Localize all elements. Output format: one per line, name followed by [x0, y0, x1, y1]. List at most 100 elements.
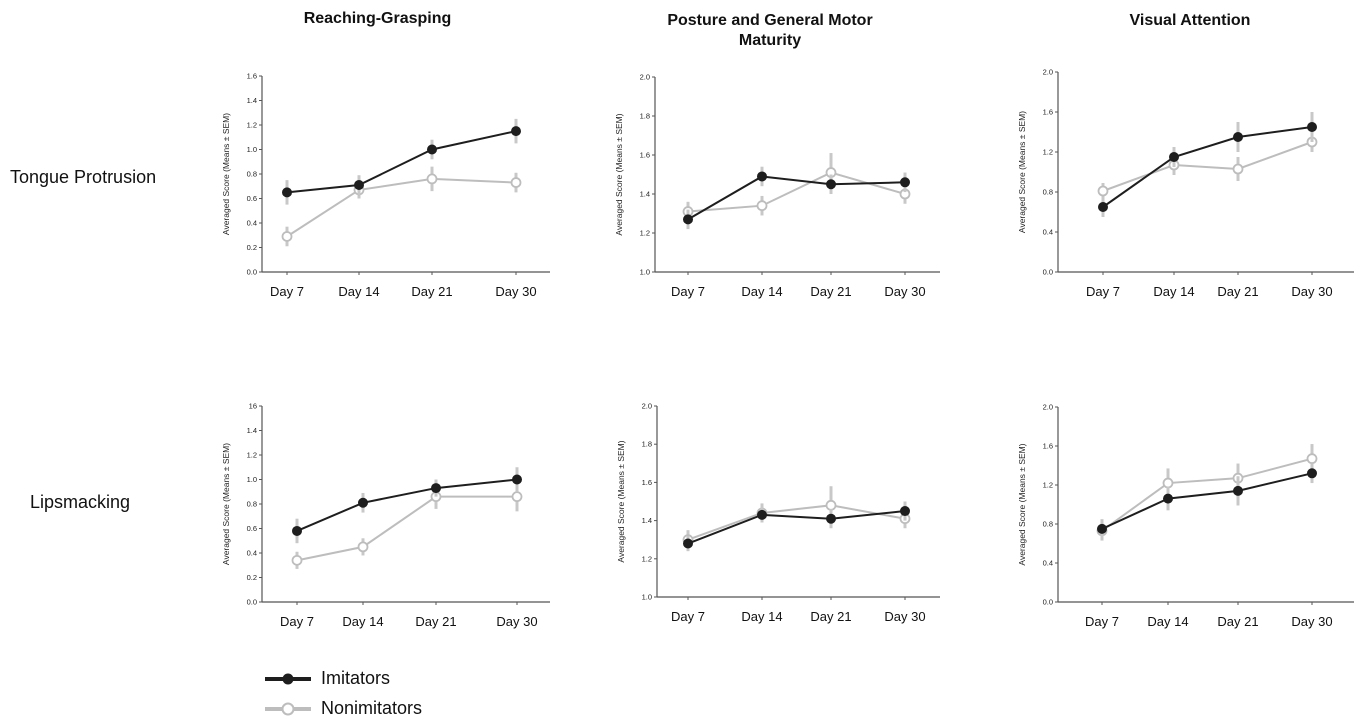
data-point-imitators: [826, 179, 836, 190]
chart-tongue-reaching: Averaged Score (Means ± SEM) 0.0 0.2 0.4 0.6…: [221, 72, 550, 299]
y-tick-label: 1.6: [1043, 108, 1053, 117]
x-tick-label: Day 21: [810, 284, 851, 299]
data-point-imitators: [900, 506, 910, 517]
legend-label-nonimitators: Nonimitators: [321, 698, 423, 718]
y-tick-label: 2.0: [1043, 68, 1053, 77]
y-axis-label: Averaged Score (Means ± SEM): [1017, 443, 1027, 565]
y-tick-label: 1.6: [1043, 442, 1053, 451]
series-line-imitators: [296, 478, 518, 532]
y-tick-label: 0.4: [1043, 228, 1053, 237]
data-point-imitators: [292, 525, 302, 536]
data-point-nonimitators: [1306, 453, 1318, 465]
series-line-imitators: [687, 175, 906, 221]
y-tick-label: 1.2: [642, 554, 652, 563]
y-tick-label: 1.8: [642, 440, 652, 449]
y-tick-label: 1.8: [640, 112, 650, 121]
y-tick-label: 0.2: [247, 573, 257, 582]
y-axis-label: Averaged Score (Means ± SEM): [1017, 111, 1027, 233]
x-tick-label: Day 30: [1291, 614, 1332, 629]
y-tick-label: 1.4: [642, 516, 652, 525]
data-point-imitators: [1163, 493, 1173, 504]
y-tick-label: 1.4: [640, 190, 650, 199]
column-title-reaching-grasping: Reaching-Grasping: [303, 10, 452, 27]
data-point-imitators: [826, 513, 836, 524]
y-axis-label: Averaged Score (Means ± SEM): [616, 440, 626, 562]
data-point-imitators: [1098, 202, 1108, 212]
y-tick-label: 1.6: [640, 151, 650, 160]
y-tick-label: 2.0: [640, 73, 650, 82]
x-tick-label: Day 30: [884, 284, 925, 299]
data-point-imitators: [431, 483, 441, 494]
x-tick-label: Day 21: [415, 614, 456, 629]
y-tick-label: 1.2: [1043, 148, 1053, 157]
data-point-nonimitators: [426, 173, 438, 185]
x-tick-label: Day 14: [741, 609, 782, 624]
x-tick-label: Day 21: [810, 609, 851, 624]
y-tick-label: 0.4: [247, 219, 257, 228]
data-point-nonimitators: [825, 499, 837, 511]
y-tick-label: 1.6: [642, 478, 652, 487]
x-tick-label: Day 21: [1217, 614, 1258, 629]
y-tick-label: 1.0: [642, 593, 652, 602]
x-tick-label: Day 7: [1085, 614, 1119, 629]
y-tick-label: 1.2: [640, 229, 650, 238]
data-point-nonimitators: [357, 541, 369, 553]
series-line-imitators: [1101, 472, 1313, 530]
data-point-imitators: [757, 509, 767, 520]
data-point-nonimitators: [1162, 477, 1174, 489]
legend-label-imitators: Imitators: [321, 668, 391, 688]
data-point-imitators: [1233, 132, 1243, 142]
x-tick-label: Day 30: [1291, 284, 1332, 299]
row-label-tongue-protrusion: Tongue Protrusion: [10, 167, 157, 187]
data-point-nonimitators: [511, 491, 523, 503]
y-tick-label: 2.0: [642, 402, 652, 411]
chart-tongue-posture: Averaged Score (Means ± SEM) 1.0 1.2 1.4 1.6…: [614, 73, 940, 299]
chart-lips-visual: Averaged Score (Means ± SEM) 0.0 0.4 0.8 1.2…: [1017, 403, 1354, 629]
data-point-nonimitators: [1097, 185, 1109, 197]
data-point-imitators: [1169, 152, 1179, 162]
data-point-imitators: [757, 171, 767, 182]
x-tick-label: Day 14: [1153, 284, 1194, 299]
data-point-imitators: [512, 474, 522, 485]
data-point-imitators: [900, 177, 910, 188]
x-tick-label: Day 21: [1217, 284, 1258, 299]
x-tick-label: Day 14: [338, 284, 379, 299]
series-line-imitators: [687, 510, 906, 545]
y-tick-label: 1.0: [247, 145, 257, 154]
y-tick-label: 0.2: [247, 243, 257, 252]
y-tick-label: 0.0: [247, 598, 257, 607]
x-tick-label: Day 30: [495, 284, 536, 299]
data-point-imitators: [427, 144, 437, 155]
y-tick-label: 0.8: [1043, 520, 1053, 529]
chart-lips-posture: Averaged Score (Means ± SEM) 1.0 1.2 1.4 1.6…: [616, 402, 940, 624]
x-tick-label: Day 14: [1147, 614, 1188, 629]
legend-item-nonimitators: Nonimitators: [263, 698, 422, 719]
x-tick-label: Day 7: [671, 284, 705, 299]
data-point-imitators: [511, 126, 521, 137]
nonimitators-marker-icon: [265, 702, 311, 715]
y-tick-label: 0.0: [1043, 598, 1053, 607]
y-tick-label: 0.4: [1043, 559, 1053, 568]
data-point-imitators: [1307, 122, 1317, 132]
y-tick-label: 0.6: [247, 524, 257, 533]
series-line-imitators: [1102, 126, 1313, 208]
series-line-nonimitators: [687, 504, 906, 541]
x-tick-label: Day 21: [411, 284, 452, 299]
y-tick-label: 1.0: [247, 475, 257, 484]
x-tick-label: Day 7: [270, 284, 304, 299]
x-tick-label: Day 7: [280, 614, 314, 629]
chart-lips-reaching: Averaged Score (Means ± SEM) 0.0 0.2 0.4 0.6…: [221, 402, 550, 629]
x-tick-label: Day 14: [342, 614, 383, 629]
y-tick-label: 0.0: [247, 268, 257, 277]
x-tick-label: Day 14: [741, 284, 782, 299]
data-point-nonimitators: [510, 177, 522, 188]
data-point-imitators: [354, 180, 364, 191]
series-line-nonimitators: [1102, 141, 1313, 192]
x-tick-label: Day 30: [884, 609, 925, 624]
data-point-imitators: [282, 187, 292, 198]
row-label-lipsmacking: Lipsmacking: [30, 492, 131, 512]
x-tick-label: Day 7: [1086, 284, 1120, 299]
data-point-imitators: [358, 497, 368, 508]
y-tick-label: 0.6: [247, 194, 257, 203]
data-point-nonimitators: [756, 200, 768, 212]
